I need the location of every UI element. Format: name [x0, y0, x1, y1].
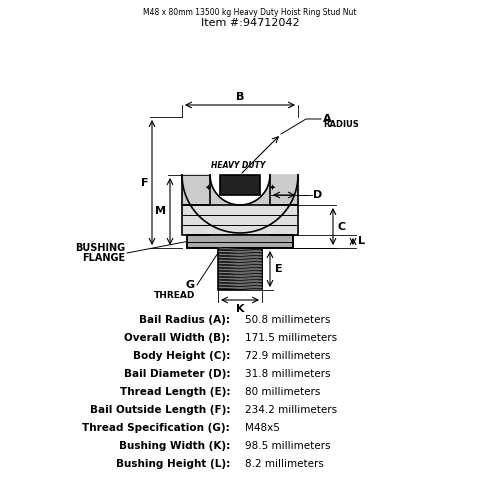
Text: M48x5: M48x5	[245, 423, 280, 433]
Text: FLANGE: FLANGE	[82, 253, 125, 263]
Text: M: M	[155, 206, 166, 216]
Text: ✦: ✦	[204, 182, 212, 191]
Text: ✦: ✦	[268, 182, 276, 191]
Text: Item #:94712042: Item #:94712042	[200, 18, 300, 28]
Text: A: A	[323, 114, 332, 124]
Text: 80 millimeters: 80 millimeters	[245, 387, 320, 397]
Text: C: C	[338, 222, 346, 232]
Polygon shape	[182, 175, 298, 233]
Text: Bushing Height (L):: Bushing Height (L):	[116, 459, 230, 469]
Text: Bail Outside Length (F):: Bail Outside Length (F):	[90, 405, 230, 415]
Text: 72.9 millimeters: 72.9 millimeters	[245, 351, 330, 361]
Text: BUSHING: BUSHING	[75, 243, 125, 253]
Text: Bushing Width (K):: Bushing Width (K):	[119, 441, 230, 451]
Text: E: E	[275, 264, 282, 274]
Text: THREAD: THREAD	[154, 290, 195, 300]
Text: 50.8 millimeters: 50.8 millimeters	[245, 315, 330, 325]
Text: B: B	[236, 92, 244, 102]
Bar	[218, 248, 262, 290]
Text: D: D	[313, 190, 322, 200]
Text: 171.5 millimeters: 171.5 millimeters	[245, 333, 337, 343]
Text: 31.8 millimeters: 31.8 millimeters	[245, 369, 330, 379]
Text: Body Height (C):: Body Height (C):	[132, 351, 230, 361]
Text: Overall Width (B):: Overall Width (B):	[124, 333, 230, 343]
Text: F: F	[140, 178, 148, 188]
Text: G: G	[186, 280, 195, 290]
Polygon shape	[182, 175, 210, 205]
Text: L: L	[358, 236, 365, 246]
Text: K: K	[236, 304, 244, 314]
Bar	[220, 175, 260, 195]
Text: 8.2 millimeters: 8.2 millimeters	[245, 459, 324, 469]
Text: 234.2 millimeters: 234.2 millimeters	[245, 405, 337, 415]
Polygon shape	[270, 175, 298, 205]
Text: Thread Specification (G):: Thread Specification (G):	[82, 423, 230, 433]
Text: M48 x 80mm 13500 kg Heavy Duty Hoist Ring Stud Nut: M48 x 80mm 13500 kg Heavy Duty Hoist Rin…	[144, 8, 357, 17]
Text: Thread Length (E):: Thread Length (E):	[120, 387, 230, 397]
Text: Bail Radius (A):: Bail Radius (A):	[139, 315, 230, 325]
Bar	[187, 235, 293, 248]
Bar	[182, 205, 298, 235]
Text: Bail Diameter (D):: Bail Diameter (D):	[124, 369, 230, 379]
Text: RADIUS: RADIUS	[323, 120, 359, 129]
Text: HEAVY DUTY: HEAVY DUTY	[211, 160, 265, 170]
Text: 98.5 millimeters: 98.5 millimeters	[245, 441, 330, 451]
